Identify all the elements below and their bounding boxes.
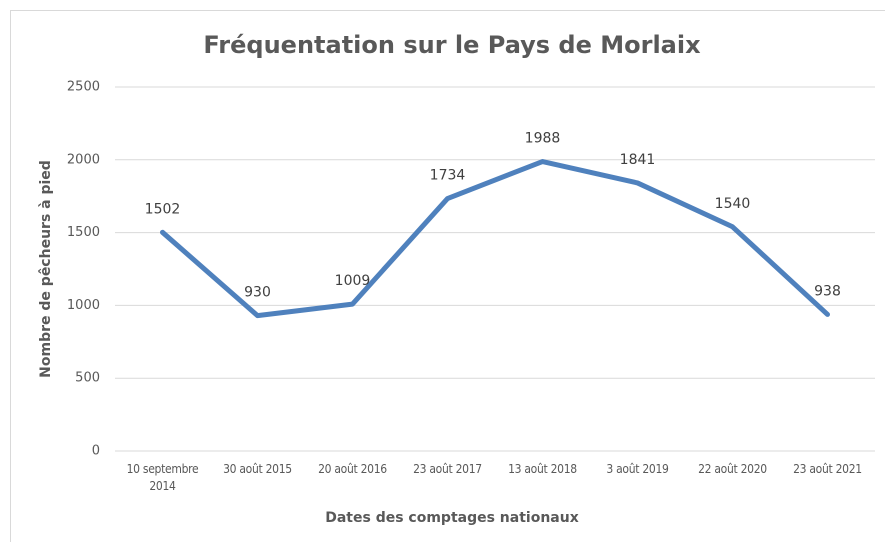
y-tick-label: 0 xyxy=(92,444,100,459)
y-tick-label: 2000 xyxy=(67,152,100,167)
y-axis-label: Nombre de pêcheurs à pied xyxy=(38,160,54,378)
x-tick-label: 23 août 2021 xyxy=(793,462,862,476)
y-tick-label: 1000 xyxy=(67,298,100,313)
x-tick-label: 30 août 2015 xyxy=(223,462,292,476)
y-tick-label: 2500 xyxy=(67,80,100,95)
x-tick-label: 23 août 2017 xyxy=(413,462,482,476)
y-tick-label: 1500 xyxy=(67,225,100,240)
x-axis-label: Dates des comptages nationaux xyxy=(325,510,579,526)
x-tick-label: 20 août 2016 xyxy=(318,462,387,476)
data-label: 938 xyxy=(814,283,841,299)
data-label: 1502 xyxy=(145,201,181,217)
chart-frame xyxy=(10,10,885,542)
line xyxy=(160,159,830,319)
data-label: 1734 xyxy=(430,168,466,184)
data-label: 1540 xyxy=(715,196,751,212)
x-tick-label: 22 août 2020 xyxy=(698,462,767,476)
data-label: 1988 xyxy=(525,131,561,147)
x-tick-label: 13 août 2018 xyxy=(508,462,577,476)
x-tick-label: 10 septembre 2014 xyxy=(126,462,199,493)
data-label: 1009 xyxy=(335,273,371,289)
chart-title: Fréquentation sur le Pays de Morlaix xyxy=(203,31,701,59)
y-tick-label: 500 xyxy=(75,371,100,386)
data-label: 930 xyxy=(244,285,271,301)
data-label: 1841 xyxy=(620,152,656,168)
x-tick-label: 3 août 2019 xyxy=(606,462,669,476)
